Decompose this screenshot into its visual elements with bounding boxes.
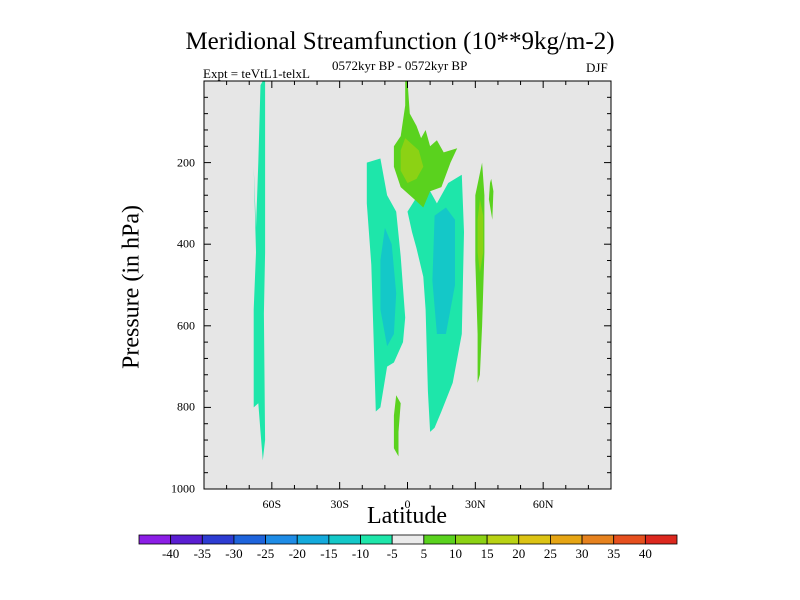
y-tick-label: 800 (177, 399, 195, 414)
contour-region-sh-tropical-core (380, 227, 397, 347)
contour-region-equatorial-upper-core (400, 138, 424, 183)
colorbar-label: -25 (256, 546, 275, 561)
colorbar-swatch (644, 534, 678, 545)
y-tick-label: 200 (177, 155, 195, 170)
colorbar-swatch (391, 534, 425, 545)
colorbar-label: 35 (607, 546, 621, 561)
colorbar-label: -40 (161, 546, 180, 561)
colorbar-swatch (486, 534, 520, 545)
contour-region-nh-subtropical-core (477, 199, 484, 273)
colorbar-label: 40 (638, 546, 652, 561)
x-tick-label: 0 (404, 497, 411, 511)
colorbar-label: -35 (193, 546, 211, 561)
colorbar-swatch (455, 534, 488, 545)
axis-ticks (204, 81, 611, 490)
colorbar-label: -15 (320, 546, 338, 561)
colorbar-label: -10 (351, 546, 370, 561)
colorbar-label: 5 (420, 546, 428, 561)
colorbar-swatch (518, 534, 551, 545)
colorbar-label: -20 (288, 546, 306, 561)
x-tick-label: 30N (464, 497, 486, 511)
colorbar-swatch (233, 534, 266, 545)
colorbar-label: 10 (448, 546, 462, 561)
colorbar-swatch (360, 534, 393, 545)
contour-region-sh-polar-cell (253, 81, 266, 461)
period-label: 0572kyr BP - 0572kyr BP (332, 58, 468, 73)
colorbar-swatch (581, 534, 615, 545)
colorbar-swatch (613, 534, 646, 545)
season-label: DJF (586, 60, 608, 75)
colorbar-swatch (170, 534, 203, 545)
x-tick-label: 30S (330, 497, 349, 511)
experiment-label: Expt = teVtL1-telxL (203, 66, 310, 81)
colorbar-label: 15 (480, 546, 494, 561)
x-tick-label: 60S (262, 497, 282, 511)
y-tick-label: 1000 (171, 481, 195, 496)
colorbar-label: 25 (543, 546, 557, 561)
x-tick-label: 60N (532, 497, 554, 511)
colorbar-label: -30 (225, 546, 243, 561)
colorbar-swatch (296, 534, 330, 545)
chart-title: Meridional Streamfunction (10**9kg/m-2) (185, 28, 615, 55)
y-tick-label: 600 (177, 318, 195, 333)
colorbar-swatch (201, 534, 235, 545)
colorbar-swatch (138, 534, 172, 545)
contour-region-nh-sliver-pos (488, 178, 494, 220)
x-axis-label: Latitude (367, 503, 447, 529)
colorbar-label: -5 (386, 546, 398, 561)
colorbar-swatch (423, 534, 456, 545)
colorbar-swatch (550, 534, 583, 545)
colorbar (138, 534, 678, 545)
colorbar-label: 30 (575, 546, 589, 561)
colorbar-swatch (265, 534, 298, 545)
y-tick-label: 400 (177, 236, 195, 251)
colorbar-label: 20 (512, 546, 526, 561)
contour-regions (253, 81, 494, 461)
contour-region-equatorial-lower-pos (393, 395, 401, 457)
colorbar-swatch (328, 534, 361, 545)
contour-region-nh-tropical-core (432, 207, 455, 334)
